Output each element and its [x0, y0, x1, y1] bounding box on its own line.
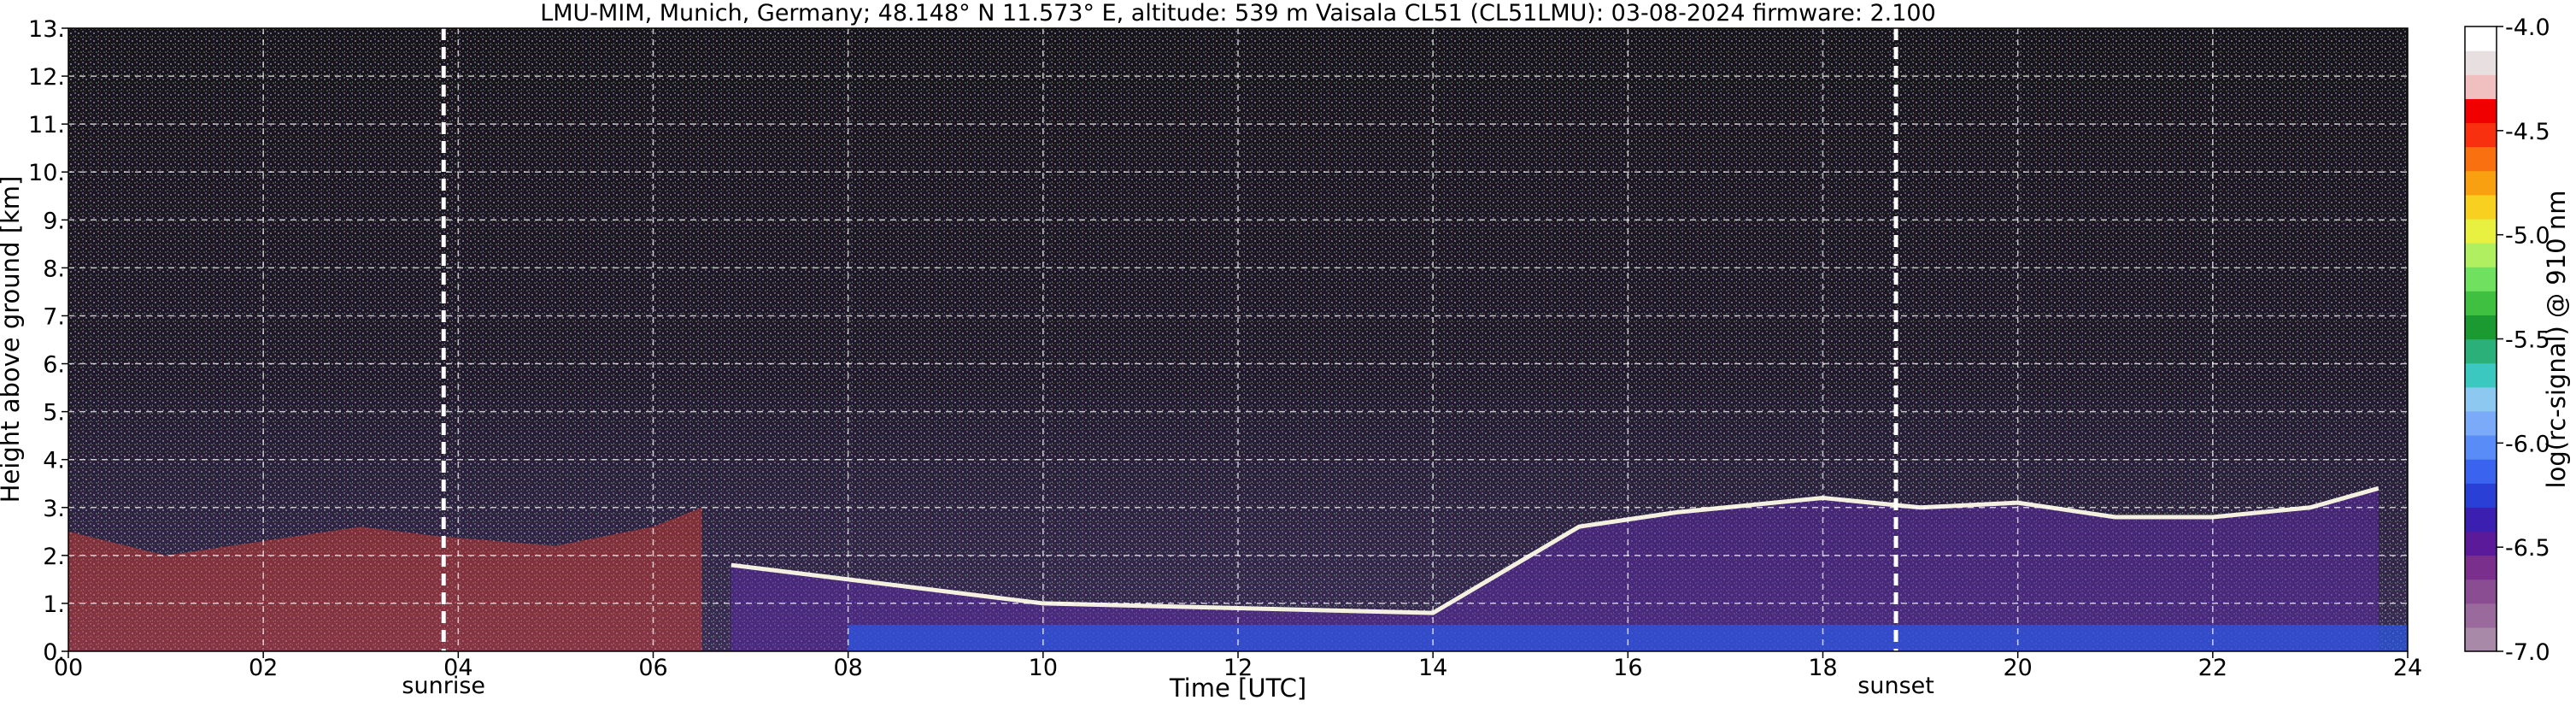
x-axis-label: Time [UTC]	[1169, 674, 1306, 703]
colorbar-label: log(rc-signal) @ 910 nm	[2542, 191, 2571, 489]
colorbar-tick-label: -6.0	[2505, 431, 2550, 457]
colorbar-band	[2465, 507, 2497, 532]
x-tick-label: 06	[638, 655, 667, 681]
colorbar-bands	[2465, 26, 2497, 652]
y-tick-label: 0.	[43, 639, 65, 666]
x-tick-label: 22	[2198, 655, 2227, 681]
x-tick-label: 12	[1223, 655, 1253, 681]
x-tick-label: 14	[1418, 655, 1447, 681]
y-tick-label: 3.	[43, 496, 65, 522]
x-tick-label: 08	[833, 655, 862, 681]
colorbar-band	[2465, 338, 2497, 364]
colorbar-band	[2465, 603, 2497, 628]
x-tick-label: 18	[1808, 655, 1837, 681]
colorbar-tick-label: -4.5	[2505, 119, 2550, 145]
y-tick-label: 7.	[43, 303, 65, 330]
colorbar-tick-label: -7.0	[2505, 639, 2550, 666]
chart-title: LMU-MIM, Munich, Germany; 48.148° N 11.5…	[540, 0, 1936, 26]
colorbar-band	[2465, 483, 2497, 508]
colorbar-band	[2465, 362, 2497, 388]
y-tick-label: 11.	[28, 112, 65, 138]
colorbar-tick-label: -4.0	[2505, 15, 2550, 41]
y-tick-label: 4.	[43, 448, 65, 474]
y-axis-label: Height above ground [km]	[0, 176, 25, 503]
y-tick-label: 13.	[28, 16, 65, 43]
colorbar-band	[2465, 434, 2497, 460]
x-tick-label: 04	[443, 655, 472, 681]
colorbar: -4.0 -4.5 -5.0 -5.5 -6.0 -6.5 -7.0 log(rc-sign…	[2464, 15, 2571, 666]
colorbar-band	[2465, 243, 2497, 268]
x-tick-label: 00	[54, 655, 83, 681]
colorbar-band	[2465, 50, 2497, 75]
colorbar-band	[2465, 170, 2497, 196]
colorbar-tick-label: -5.0	[2505, 223, 2550, 250]
colorbar-band	[2465, 531, 2497, 556]
colorbar-band	[2465, 410, 2497, 436]
colorbar-band	[2465, 194, 2497, 220]
y-axis-ticks: 0. 1. 2. 3. 4. 5. 6. 7. 8. 9. 10. 11. 12. 13.	[28, 16, 68, 666]
x-axis-ticks: 00 02 04 06 08 10 12 14 16 18 20 22 24	[54, 651, 2422, 681]
y-tick-label: 6.	[43, 352, 65, 379]
x-tick-label: 02	[249, 655, 278, 681]
colorbar-tick-label: -6.5	[2505, 535, 2550, 562]
colorbar-band	[2465, 74, 2497, 99]
colorbar-band	[2465, 122, 2497, 148]
colorbar-band	[2465, 146, 2497, 172]
y-tick-label: 8.	[43, 256, 65, 282]
colorbar-band	[2465, 555, 2497, 580]
x-tick-label: 10	[1029, 655, 1058, 681]
x-tick-label: 24	[2393, 655, 2422, 681]
colorbar-band	[2465, 315, 2497, 340]
colorbar-ticks: -4.0 -4.5 -5.0 -5.5 -6.0 -6.5 -7.0	[2497, 15, 2550, 666]
colorbar-band	[2465, 98, 2497, 124]
colorbar-band	[2465, 26, 2497, 51]
colorbar-band	[2465, 267, 2497, 291]
sunset-label: sunset	[1857, 673, 1934, 699]
colorbar-band	[2465, 291, 2497, 315]
boundary-layer-top-line	[731, 485, 2379, 615]
grid-lines	[68, 28, 2408, 651]
sunrise-label: sunrise	[402, 673, 485, 699]
y-tick-label: 9.	[43, 208, 65, 234]
boundary-layer-fill	[731, 488, 2379, 651]
colorbar-band	[2465, 579, 2497, 604]
y-tick-label: 10.	[28, 160, 65, 186]
y-tick-label: 5.	[43, 400, 65, 427]
x-tick-label: 16	[1613, 655, 1642, 681]
x-tick-label: 20	[2003, 655, 2032, 681]
night-layer-fill	[68, 507, 702, 651]
colorbar-band	[2465, 218, 2497, 244]
colorbar-band	[2465, 627, 2497, 652]
colorbar-band	[2465, 386, 2497, 412]
sun-markers	[441, 28, 1898, 651]
y-tick-label: 2.	[43, 544, 65, 570]
y-tick-label: 1.	[43, 591, 65, 618]
colorbar-tick-label: -5.5	[2505, 327, 2550, 354]
y-tick-label: 12.	[28, 64, 65, 91]
colorbar-band	[2465, 459, 2497, 484]
plot-area	[67, 27, 2409, 652]
